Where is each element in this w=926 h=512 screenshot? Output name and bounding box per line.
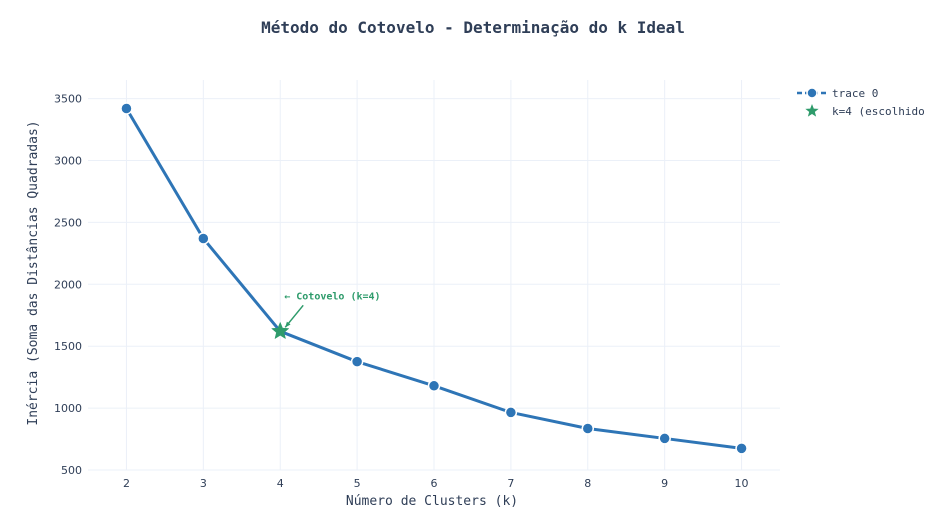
annotation-label: ← Cotovelo (k=4) (284, 291, 380, 302)
x-axis-label: Número de Clusters (k) (346, 494, 518, 509)
highlight-star-marker[interactable] (271, 321, 290, 340)
series-layer (120, 102, 748, 455)
legend-trace-marker (806, 87, 818, 99)
data-point[interactable] (197, 232, 210, 245)
x-tick-label: 7 (507, 477, 514, 490)
y-tick-label: 1500 (54, 340, 82, 353)
x-tick-label: 5 (354, 477, 361, 490)
x-tick-label: 6 (431, 477, 438, 490)
legend-trace-label: trace 0 (832, 87, 878, 100)
annotation-layer: ← Cotovelo (k=4) (284, 291, 381, 328)
y-tick-label: 1000 (54, 402, 82, 415)
y-axis-ticks: 500 1000 1500 2000 2500 3000 3500 (54, 93, 82, 477)
data-point[interactable] (735, 442, 748, 455)
data-point[interactable] (120, 102, 133, 115)
y-tick-label: 3500 (54, 93, 82, 106)
legend: trace 0 k=4 (escolhido) (797, 87, 926, 118)
data-point[interactable] (658, 432, 671, 445)
chart-title: Método do Cotovelo - Determinação do k I… (261, 18, 685, 37)
x-tick-label: 2 (123, 477, 130, 490)
y-tick-label: 500 (61, 464, 82, 477)
y-tick-label: 2000 (54, 278, 82, 291)
highlight-layer (271, 321, 290, 340)
grid-layer (88, 80, 780, 471)
x-tick-label: 9 (661, 477, 668, 490)
y-tick-label: 3000 (54, 154, 82, 167)
x-tick-label: 8 (584, 477, 591, 490)
x-tick-label: 3 (200, 477, 207, 490)
legend-item-trace[interactable]: trace 0 (797, 87, 878, 100)
x-tick-label: 10 (735, 477, 749, 490)
data-point[interactable] (350, 355, 364, 368)
annotation-arrowhead (285, 321, 291, 328)
y-tick-label: 2500 (54, 216, 82, 229)
legend-highlight-label: k=4 (escolhido) (832, 105, 926, 118)
data-point[interactable] (504, 406, 518, 419)
x-tick-label: 4 (277, 477, 284, 490)
data-point[interactable] (427, 379, 441, 393)
legend-item-highlight[interactable]: k=4 (escolhido) (805, 104, 926, 118)
y-axis-label: Inércia (Soma das Distâncias Quadradas) (26, 120, 41, 425)
x-axis-ticks: 2 3 4 5 6 7 8 9 10 (123, 477, 749, 490)
legend-star-icon (805, 104, 819, 117)
data-point[interactable] (581, 422, 595, 435)
